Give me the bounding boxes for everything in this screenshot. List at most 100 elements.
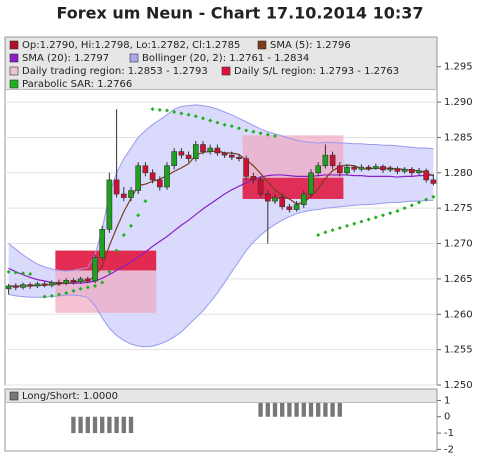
bar xyxy=(330,400,335,417)
bar xyxy=(287,400,292,417)
candle-body xyxy=(156,179,163,188)
candle-body xyxy=(408,168,415,174)
bar xyxy=(316,400,321,417)
sar-dot xyxy=(316,233,321,238)
sar-dot xyxy=(136,213,141,218)
bollinger-upper xyxy=(8,104,434,272)
sar-dot xyxy=(359,219,364,224)
y-tick-label: 1.265 xyxy=(444,274,473,285)
sar-dot xyxy=(273,134,277,139)
plot-layer: 1.250 1.255 1.260 1.265 1.270 1.275 1.280 1.285… xyxy=(5,37,473,455)
legend-label: Bollinger (20, 2): 1.2761 - 1.2834 xyxy=(142,53,309,64)
legend-swatch xyxy=(9,53,19,63)
sar-dot xyxy=(251,129,256,134)
candle-body xyxy=(344,166,350,174)
candle-body xyxy=(358,166,365,170)
sar-dot xyxy=(28,271,33,276)
sar-dot xyxy=(323,230,328,235)
candle-body xyxy=(416,170,422,174)
y-tick-label: 1.270 xyxy=(444,239,473,250)
candle-body xyxy=(200,144,206,152)
candle-body xyxy=(5,285,12,290)
candle-body xyxy=(272,197,278,202)
y-tick-label: 1.275 xyxy=(444,203,473,214)
sar-dot xyxy=(222,122,227,127)
candle-body xyxy=(70,280,77,283)
legend-label: SMA (20): 1.2797 xyxy=(22,53,109,64)
sar-dot xyxy=(345,223,349,228)
candle-body xyxy=(142,165,149,174)
sar-dot xyxy=(409,203,414,208)
candle-body xyxy=(293,204,300,210)
candle-body xyxy=(48,282,55,286)
bar xyxy=(128,416,134,434)
sar-dot xyxy=(107,269,112,274)
sar-dot xyxy=(49,293,54,298)
sar-dot xyxy=(121,233,126,238)
sar-dot xyxy=(64,291,69,296)
legend-label: Long/Short: 1.0000 xyxy=(22,391,118,402)
candle-body xyxy=(351,166,358,170)
bar xyxy=(78,416,83,434)
sar-dot xyxy=(388,211,393,216)
candle-body xyxy=(228,154,235,158)
y-tick-label: 1.280 xyxy=(444,168,473,179)
candle-body xyxy=(192,144,199,159)
trading-region xyxy=(242,135,344,178)
sar-dot xyxy=(381,213,385,218)
candle-body xyxy=(149,172,156,181)
sar-dot xyxy=(13,270,18,275)
bar xyxy=(85,416,90,434)
candle-body xyxy=(336,165,343,174)
sar-dot xyxy=(352,221,357,226)
legend-swatch xyxy=(129,53,139,63)
bar xyxy=(107,416,112,434)
sar-dot xyxy=(265,132,270,137)
sl-region xyxy=(55,250,157,271)
candle-body xyxy=(164,165,170,188)
y-tick-label: 1.255 xyxy=(444,345,473,356)
sar-dot xyxy=(417,200,421,205)
sar-dot xyxy=(78,286,83,291)
legend-swatch xyxy=(9,66,19,76)
candle-body xyxy=(221,152,228,156)
candle-body xyxy=(401,168,408,172)
sar-dot xyxy=(85,285,90,290)
sar-dot xyxy=(42,294,47,299)
candle-body xyxy=(207,147,214,152)
sar-dot xyxy=(373,215,378,220)
candle-body xyxy=(84,278,91,282)
candle-body xyxy=(315,165,322,174)
sar-dot xyxy=(208,118,213,123)
candle-body xyxy=(257,179,264,195)
bar xyxy=(323,400,328,417)
sar-dot xyxy=(337,225,342,230)
sar-dot xyxy=(6,269,11,274)
candle-body xyxy=(214,147,221,154)
bar xyxy=(308,400,314,417)
bar xyxy=(294,400,299,417)
y-tick-label: 1.290 xyxy=(444,97,473,108)
legend-swatch xyxy=(9,79,19,89)
sar-dot xyxy=(172,109,177,114)
sma-20-line xyxy=(8,174,434,284)
candle-body xyxy=(236,156,242,159)
candle-body xyxy=(41,283,48,286)
candle-body xyxy=(171,151,178,167)
candle-body xyxy=(308,172,314,195)
legend-label: Parabolic SAR: 1.2766 xyxy=(22,79,132,90)
bar xyxy=(121,416,126,434)
sar-dot xyxy=(100,280,105,285)
candle-body xyxy=(113,179,120,195)
sar-dot xyxy=(237,126,241,131)
y-tick-label: -1 xyxy=(444,428,454,439)
y-tick-label: 1.285 xyxy=(444,132,473,143)
bar xyxy=(337,400,342,417)
bar xyxy=(92,416,98,434)
candle-body xyxy=(63,280,70,284)
sar-dot xyxy=(143,199,148,204)
candle-body xyxy=(372,166,379,169)
candle-body xyxy=(92,257,98,282)
sar-dot xyxy=(165,108,169,113)
y-tick-label: -2 xyxy=(444,444,454,455)
